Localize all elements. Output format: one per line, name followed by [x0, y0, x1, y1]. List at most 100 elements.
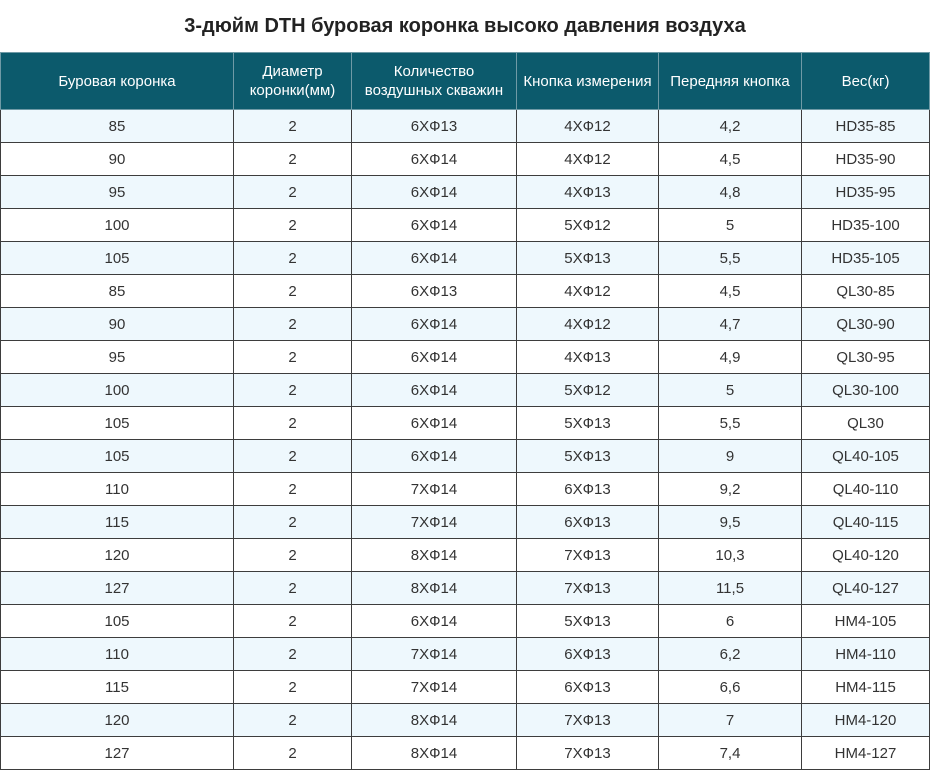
column-header-line: воздушных скважин — [364, 82, 504, 99]
table-cell: 8XФ14 — [351, 736, 517, 770]
table-cell: 7XФ14 — [351, 670, 517, 704]
table-cell: 115 — [0, 505, 234, 539]
table-row: 85 2 6XФ13 4XФ12 4,5 QL30-85 — [0, 274, 930, 308]
table-cell: 6XФ14 — [351, 208, 517, 242]
table-row: 100 2 6XФ14 5XФ12 5 HD35-100 — [0, 208, 930, 242]
table-row: 95 2 6XФ14 4XФ13 4,9 QL30-95 — [0, 340, 930, 374]
table-cell: 7,4 — [658, 736, 802, 770]
table-cell: 2 — [233, 175, 352, 209]
table-cell: 100 — [0, 208, 234, 242]
table-cell: 5 — [658, 373, 802, 407]
table-cell: 2 — [233, 703, 352, 737]
table-row: 127 2 8XФ14 7XФ13 11,5 QL40-127 — [0, 571, 930, 605]
table-cell: 120 — [0, 538, 234, 572]
table-cell: HD35-100 — [801, 208, 930, 242]
table-cell: QL30-95 — [801, 340, 930, 374]
column-header: Кнопка измерения — [516, 52, 659, 110]
table-row: 110 2 7XФ14 6XФ13 6,2 HM4-110 — [0, 637, 930, 671]
table-row: 95 2 6XФ14 4XФ13 4,8 HD35-95 — [0, 175, 930, 209]
table-cell: 7XФ13 — [516, 703, 659, 737]
table-row: 100 2 6XФ14 5XФ12 5 QL30-100 — [0, 373, 930, 407]
table-row: 120 2 8XФ14 7XФ13 10,3 QL40-120 — [0, 538, 930, 572]
table-cell: QL40-115 — [801, 505, 930, 539]
table-cell: 6XФ14 — [351, 439, 517, 473]
table-row: 105 2 6XФ14 5XФ13 5,5 QL30 — [0, 406, 930, 440]
table-cell: 4,5 — [658, 142, 802, 176]
table-cell: 6XФ13 — [351, 109, 517, 143]
table-cell: 7XФ14 — [351, 637, 517, 671]
table-cell: HD35-90 — [801, 142, 930, 176]
column-header-line: Передняя кнопка — [670, 72, 790, 90]
column-header-line: Буровая коронка — [58, 72, 176, 90]
table-cell: 9,5 — [658, 505, 802, 539]
table-row: 115 2 7XФ14 6XФ13 9,5 QL40-115 — [0, 505, 930, 539]
table-cell: 5 — [658, 208, 802, 242]
table-cell: 8XФ14 — [351, 571, 517, 605]
table-cell: 4,7 — [658, 307, 802, 341]
table-body: 85 2 6XФ13 4XФ12 4,2 HD35-85 90 2 6XФ14 4XФ12 4,5 H… — [0, 109, 930, 770]
column-header-line: Вес(кг) — [841, 72, 890, 90]
table-cell: HM4-120 — [801, 703, 930, 737]
table-row: 105 2 6XФ14 5XФ13 6 HM4-105 — [0, 604, 930, 638]
table-cell: 10,3 — [658, 538, 802, 572]
table-cell: 4XФ13 — [516, 175, 659, 209]
table-cell: 11,5 — [658, 571, 802, 605]
table-cell: 7XФ13 — [516, 538, 659, 572]
column-header: Передняя кнопка — [658, 52, 802, 110]
table-cell: 115 — [0, 670, 234, 704]
table-row: 120 2 8XФ14 7XФ13 7 HM4-120 — [0, 703, 930, 737]
table-cell: 2 — [233, 142, 352, 176]
table-cell: 6XФ13 — [351, 274, 517, 308]
table-cell: 2 — [233, 538, 352, 572]
table-cell: 2 — [233, 505, 352, 539]
table-cell: 6XФ13 — [516, 637, 659, 671]
table-header-row: Буровая коронка Диаметр коронки(мм) Количес… — [0, 52, 930, 110]
table-cell: QL30-100 — [801, 373, 930, 407]
table-cell: 7XФ13 — [516, 736, 659, 770]
table-cell: 2 — [233, 109, 352, 143]
table-cell: 6XФ14 — [351, 175, 517, 209]
spec-table: Буровая коронка Диаметр коронки(мм) Количес… — [0, 52, 930, 770]
column-header: Количество воздушных скважин — [351, 52, 517, 110]
table-cell: 5XФ13 — [516, 406, 659, 440]
table-cell: HM4-127 — [801, 736, 930, 770]
column-header-line: Диаметр — [262, 63, 323, 80]
table-row: 90 2 6XФ14 4XФ12 4,7 QL30-90 — [0, 307, 930, 341]
table-cell: 100 — [0, 373, 234, 407]
table-cell: 6XФ13 — [516, 670, 659, 704]
table-cell: 2 — [233, 274, 352, 308]
table-cell: 5XФ12 — [516, 373, 659, 407]
table-cell: HD35-85 — [801, 109, 930, 143]
table-cell: 6XФ14 — [351, 307, 517, 341]
table-cell: HD35-95 — [801, 175, 930, 209]
table-cell: 7XФ14 — [351, 505, 517, 539]
table-cell: 5,5 — [658, 241, 802, 275]
table-cell: 7 — [658, 703, 802, 737]
table-cell: 5XФ13 — [516, 241, 659, 275]
table-cell: 6 — [658, 604, 802, 638]
table-row: 85 2 6XФ13 4XФ12 4,2 HD35-85 — [0, 109, 930, 143]
table-cell: 5XФ13 — [516, 604, 659, 638]
table-cell: 2 — [233, 241, 352, 275]
table-cell: 4,8 — [658, 175, 802, 209]
table-cell: 9,2 — [658, 472, 802, 506]
column-header: Вес(кг) — [801, 52, 930, 110]
table-row: 127 2 8XФ14 7XФ13 7,4 HM4-127 — [0, 736, 930, 770]
table-cell: QL40-127 — [801, 571, 930, 605]
column-header-line: коронки(мм) — [249, 82, 336, 99]
column-header: Диаметр коронки(мм) — [233, 52, 352, 110]
table-cell: 95 — [0, 340, 234, 374]
table-cell: QL30-85 — [801, 274, 930, 308]
table-cell: 7XФ14 — [351, 472, 517, 506]
table-cell: 90 — [0, 307, 234, 341]
table-cell: 105 — [0, 604, 234, 638]
table-cell: 85 — [0, 274, 234, 308]
table-cell: 2 — [233, 637, 352, 671]
table-cell: 2 — [233, 472, 352, 506]
table-cell: 4XФ12 — [516, 142, 659, 176]
table-row: 90 2 6XФ14 4XФ12 4,5 HD35-90 — [0, 142, 930, 176]
table-cell: 2 — [233, 208, 352, 242]
table-cell: 5XФ13 — [516, 439, 659, 473]
table-cell: 2 — [233, 307, 352, 341]
table-cell: 110 — [0, 472, 234, 506]
